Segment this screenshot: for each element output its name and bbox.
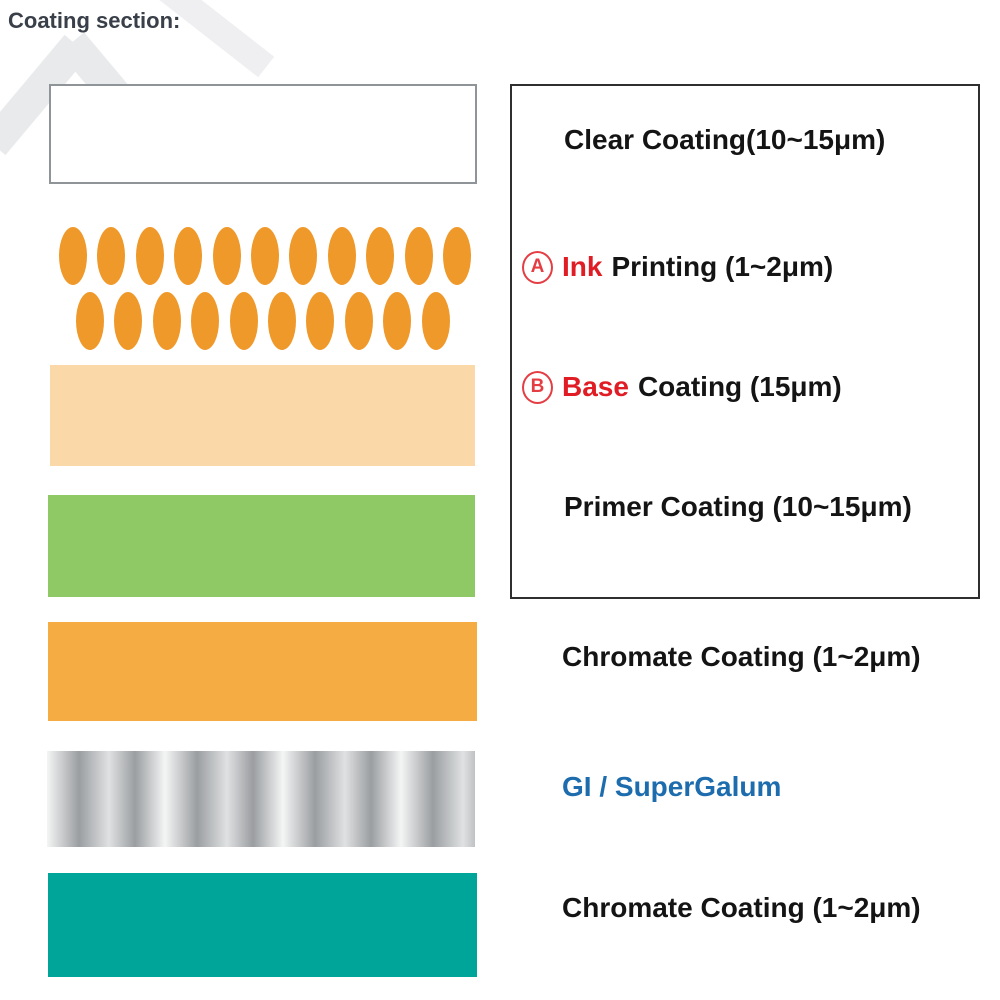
label-ink-printing: A Ink Printing (1~2μm) bbox=[522, 247, 833, 287]
ink-dot bbox=[383, 292, 412, 350]
ink-dot bbox=[152, 292, 181, 350]
label-chromate-coating-bottom: Chromate Coating (1~2μm) bbox=[562, 888, 921, 928]
ink-dot bbox=[306, 292, 335, 350]
label-ink-highlight: Ink bbox=[562, 251, 603, 282]
ink-dot bbox=[135, 227, 164, 285]
layer-clear-coating bbox=[49, 84, 477, 184]
ink-dot bbox=[327, 227, 356, 285]
label-clear-coating-text: Clear Coating(10~15μm) bbox=[564, 124, 886, 155]
label-base-coating: B Base Coating (15μm) bbox=[522, 367, 842, 407]
layer-chromate-coating-top bbox=[48, 622, 477, 721]
ink-dot bbox=[97, 227, 126, 285]
ink-dot bbox=[114, 292, 143, 350]
label-base-highlight: Base bbox=[562, 371, 629, 402]
ink-dot bbox=[212, 227, 241, 285]
ink-dot bbox=[366, 227, 395, 285]
label-ink-rest: Printing (1~2μm) bbox=[611, 251, 834, 282]
label-gi-supergalum-text: GI / SuperGalum bbox=[562, 771, 782, 802]
legend-box bbox=[510, 84, 980, 599]
circled-a-marker: A bbox=[522, 250, 553, 284]
ink-dot bbox=[443, 227, 471, 285]
label-chromate-top-text: Chromate Coating (1~2μm) bbox=[562, 641, 921, 672]
ink-dot bbox=[404, 227, 433, 285]
label-primer-coating: Primer Coating (10~15μm) bbox=[564, 487, 912, 527]
ink-dot bbox=[174, 227, 203, 285]
ink-dot bbox=[251, 227, 279, 285]
ink-dot bbox=[76, 292, 104, 350]
ink-dot bbox=[191, 292, 220, 350]
layer-ink-printing bbox=[48, 227, 478, 357]
label-chromate-bottom-text: Chromate Coating (1~2μm) bbox=[562, 892, 921, 923]
label-chromate-coating-top: Chromate Coating (1~2μm) bbox=[562, 637, 921, 677]
ink-dot bbox=[229, 292, 258, 350]
label-primer-coating-text: Primer Coating (10~15μm) bbox=[564, 491, 912, 522]
layer-primer-coating bbox=[48, 495, 475, 597]
circled-b-marker: B bbox=[522, 370, 553, 404]
label-base-rest: Coating (15μm) bbox=[637, 371, 842, 402]
label-clear-coating: Clear Coating(10~15μm) bbox=[564, 120, 885, 160]
ink-dot bbox=[289, 227, 318, 285]
ink-dot bbox=[421, 292, 450, 350]
label-gi-supergalum: GI / SuperGalum bbox=[562, 767, 781, 807]
layer-chromate-coating-bottom bbox=[48, 873, 477, 977]
ink-dot bbox=[268, 292, 296, 350]
layer-base-coating bbox=[50, 365, 475, 466]
page-title: Coating section: bbox=[8, 8, 181, 33]
ink-dot bbox=[344, 292, 373, 350]
ink-dot bbox=[59, 227, 87, 285]
layer-substrate-gi-supergalum bbox=[47, 751, 475, 847]
